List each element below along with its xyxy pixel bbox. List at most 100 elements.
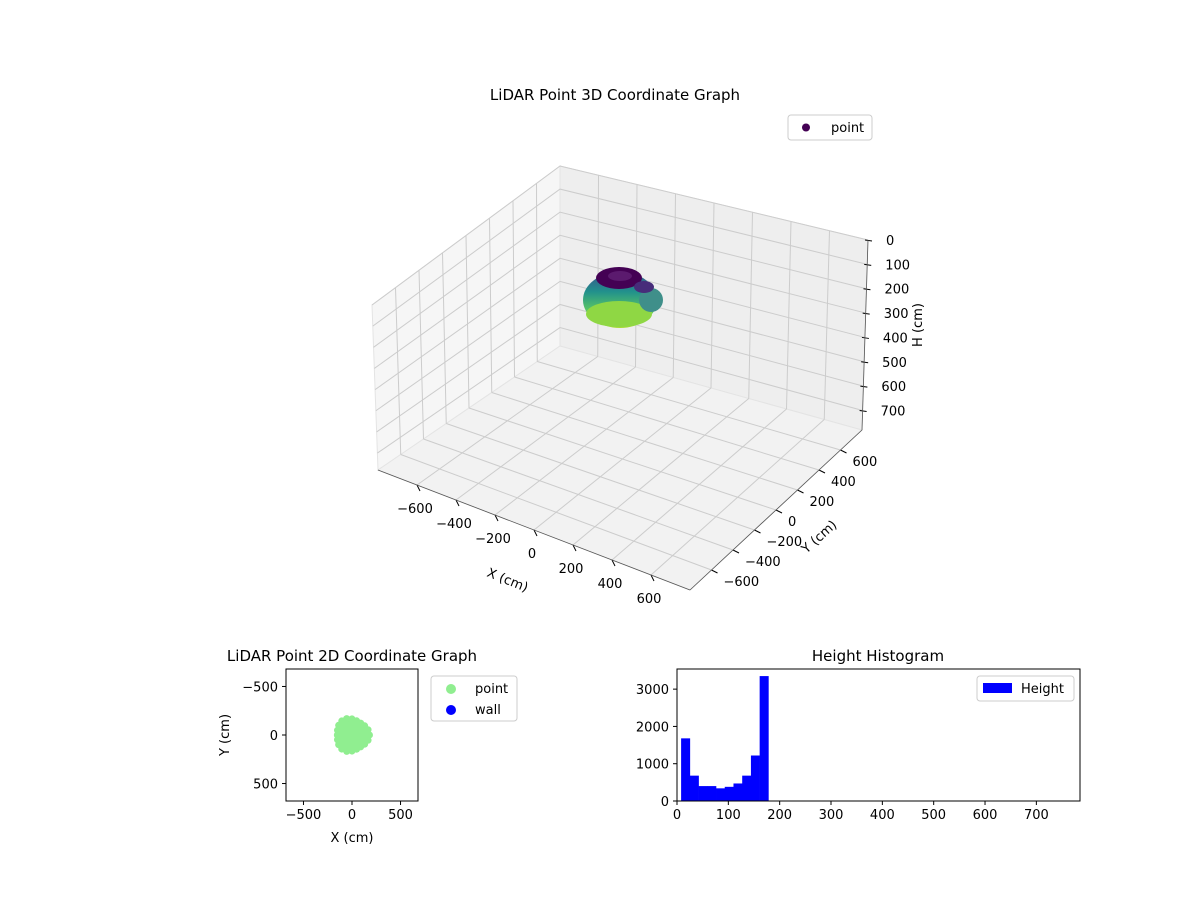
- y3d-tick-label: 0: [788, 515, 796, 530]
- h3d-tick: [864, 239, 873, 242]
- x3d-axis-label: X (cm): [485, 566, 530, 596]
- chart-2d-xlabel: X (cm): [331, 831, 374, 846]
- h3d-tick: [861, 361, 869, 364]
- x3d-tick-label: 200: [559, 562, 584, 577]
- hist-bar: [750, 755, 760, 801]
- chart-2d-ylabel: Y (cm): [218, 714, 233, 757]
- hist-bar: [724, 786, 734, 801]
- y3d-tick: [818, 469, 826, 474]
- grid-y-floor: [491, 392, 798, 491]
- y2d-tick-label: 0: [270, 729, 278, 744]
- chart-hist: Height Histogram 0 100 200 300 400 500 600 7000…: [636, 647, 1081, 823]
- chart-2d-title: LiDAR Point 2D Coordinate Graph: [227, 647, 477, 665]
- chart-3d-gridlines: [371, 165, 869, 576]
- grid-h: [376, 303, 864, 433]
- x3d-axis-line: [377, 469, 691, 591]
- grid-h: [374, 234, 866, 369]
- h3d-tick-label: 600: [881, 380, 906, 395]
- grid-y-floor: [400, 454, 712, 571]
- x3d-tick: [572, 544, 577, 552]
- h3d-tick-label: 200: [884, 283, 909, 298]
- grid-y-wall: [489, 218, 493, 393]
- hist-bar: [759, 676, 769, 801]
- hist-bar: [716, 788, 726, 801]
- x3d-tick: [494, 514, 499, 522]
- point-marker: [343, 715, 351, 723]
- grid-y-floor: [514, 376, 820, 471]
- chart-3d-legend-marker: [802, 123, 810, 132]
- hist-bar: [689, 775, 699, 801]
- h3d-tick: [860, 385, 868, 388]
- h3d-tick: [859, 410, 867, 413]
- y3d-tick-label: −600: [724, 575, 760, 590]
- x2d-tick-label: 0: [348, 808, 356, 823]
- grid-y-wall: [395, 287, 402, 455]
- hist-bar: [742, 775, 752, 801]
- yh-tick-label: 0: [661, 795, 669, 810]
- y2d-tick-label: −500: [242, 680, 278, 695]
- hist-bar: [698, 786, 708, 801]
- y3d-tick: [732, 549, 740, 554]
- chart-3d-title: LiDAR Point 3D Coordinate Graph: [490, 86, 740, 104]
- h3d-tick-label: 700: [881, 405, 906, 420]
- grid-y-wall: [536, 183, 538, 362]
- grid-h: [375, 280, 865, 412]
- chart-2d-legend-marker-point: [446, 684, 456, 694]
- y3d-tick-label: −400: [745, 555, 781, 570]
- grid-x-wall: [710, 202, 715, 389]
- point-marker: [335, 718, 369, 752]
- h3d-tick-label: 300: [884, 307, 909, 322]
- chart-hist-legend-swatch: [983, 683, 1012, 693]
- cluster-right-lobe: [639, 288, 663, 312]
- chart-hist-title: Height Histogram: [812, 647, 944, 665]
- h3d-axis-label: H (cm): [911, 303, 926, 347]
- hist-bar: [707, 786, 717, 801]
- grid-x-wall: [597, 175, 599, 357]
- grid-h: [374, 257, 866, 391]
- grid-y-floor: [423, 438, 734, 551]
- grid-h: [373, 211, 867, 348]
- x3d-tick-label: −200: [475, 532, 511, 547]
- xh-tick-label: 700: [1024, 808, 1049, 823]
- x3d-tick-label: −600: [397, 502, 433, 517]
- xh-tick-label: 200: [767, 808, 792, 823]
- h3d-tick-label: 100: [885, 258, 910, 273]
- y3d-tick: [775, 509, 783, 514]
- chart-hist-legend-label: Height: [1021, 682, 1064, 697]
- grid-x-wall: [823, 230, 830, 420]
- cluster-right-top: [634, 281, 654, 293]
- grid-x-wall: [672, 193, 676, 378]
- grid-y-wall: [512, 200, 515, 378]
- xh-tick-label: 500: [921, 808, 946, 823]
- hist-bar: [733, 783, 743, 801]
- grid-y-wall: [465, 235, 470, 409]
- x2d-tick-label: 500: [388, 808, 413, 823]
- grid-h: [377, 326, 863, 454]
- grid-y-wall: [418, 270, 424, 440]
- chart-hist-legend: Height: [976, 675, 1075, 702]
- grid-y-wall: [442, 252, 447, 424]
- chart-2d-legend-label-point: point: [475, 682, 508, 697]
- chart-3d-legend-box: [787, 114, 873, 141]
- x3d-tick: [416, 484, 421, 492]
- grid-y-floor: [537, 361, 841, 451]
- chart-3d-legend-label: point: [831, 121, 864, 136]
- y3d-tick-label: 400: [831, 475, 856, 490]
- h3d-tick-label: 500: [882, 356, 907, 371]
- grid-x-wall: [786, 221, 792, 410]
- cluster-bottom: [586, 301, 652, 327]
- chart-hist-frame: [676, 668, 1081, 802]
- hist-bar: [681, 738, 691, 801]
- y2d-tick-label: 500: [253, 778, 278, 793]
- chart-hist-legend-box: [976, 675, 1075, 702]
- y3d-tick: [797, 489, 804, 494]
- xh-tick-label: 0: [673, 808, 681, 823]
- chart-hist-bars: [681, 676, 769, 801]
- y3d-tick-label: 600: [853, 455, 878, 470]
- chart-2d-axes: −500 500 0 0 500 −500: [242, 680, 413, 823]
- grid-x-wall: [748, 212, 753, 399]
- xh-tick-label: 300: [819, 808, 844, 823]
- chart-3d-point-cluster: [583, 267, 663, 328]
